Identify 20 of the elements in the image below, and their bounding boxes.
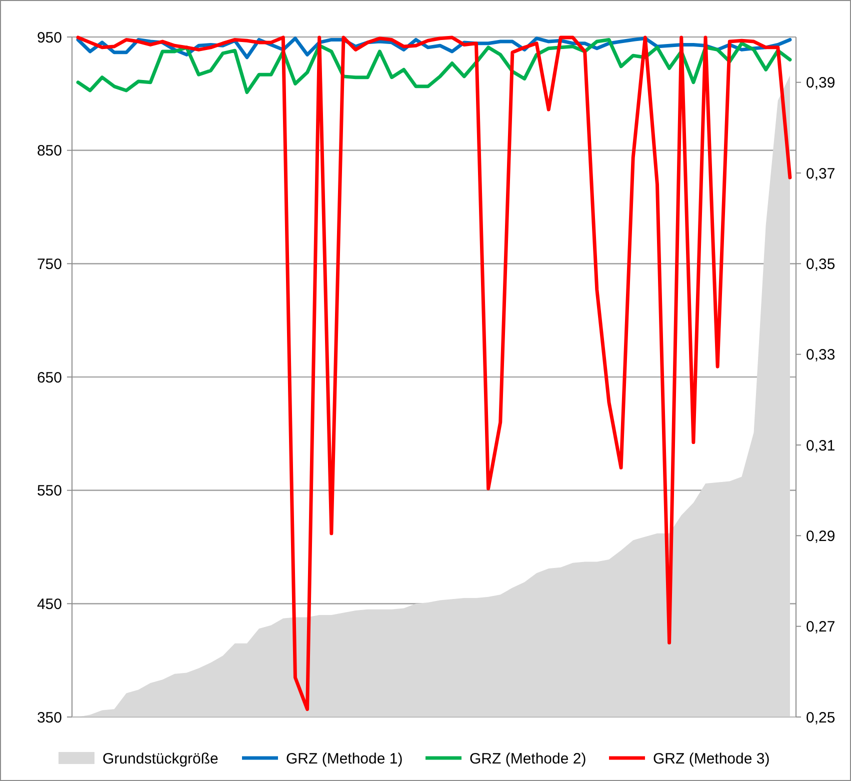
line-series	[76, 38, 792, 94]
y2-tick-label: 0,37	[806, 165, 836, 182]
legend-label: GRZ (Methode 2)	[470, 750, 586, 768]
legend-label: GRZ (Methode 3)	[653, 750, 770, 768]
y2-tick-label: 0,29	[806, 528, 836, 545]
y-tick-label: 450	[36, 596, 62, 613]
y-tick-label: 850	[36, 142, 62, 160]
y-tick-label: 950	[36, 29, 62, 46]
legend-label: GRZ (Methode 1)	[286, 750, 403, 768]
y2-tick-label: 0,33	[806, 346, 836, 364]
y2-tick-label: 0,27	[806, 618, 836, 636]
y2-tick-label: 0,35	[806, 256, 836, 273]
y2-tick-label: 0,31	[806, 437, 836, 454]
y-tick-label: 750	[36, 256, 62, 273]
y2-tick-label: 0,25	[806, 709, 836, 726]
y-tick-label: 650	[36, 369, 62, 386]
y-tick-label: 350	[36, 709, 62, 726]
y-tick-label: 550	[36, 482, 62, 500]
y2-tick-label: 0,39	[806, 74, 836, 92]
legend-label: Grundstückgröße	[102, 750, 218, 768]
